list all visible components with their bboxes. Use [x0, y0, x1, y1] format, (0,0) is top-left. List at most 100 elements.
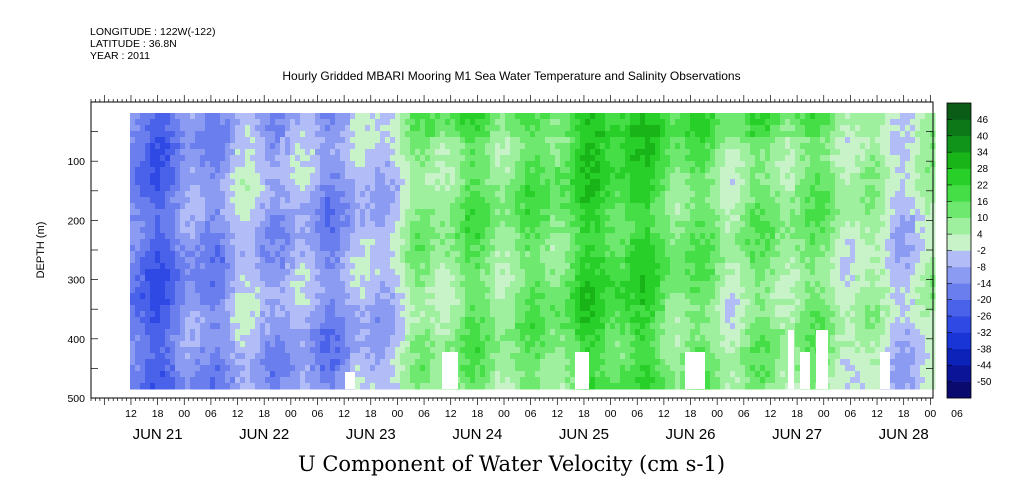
- heatmap-cell: [505, 365, 511, 372]
- heatmap-cell: [370, 335, 376, 342]
- heatmap-cell: [200, 323, 206, 330]
- heatmap-cell: [205, 173, 211, 180]
- heatmap-cell: [440, 209, 446, 216]
- heatmap-cell: [455, 221, 461, 228]
- heatmap-cell: [190, 125, 196, 132]
- heatmap-cell: [490, 305, 496, 312]
- heatmap-cell: [185, 329, 191, 336]
- heatmap-cell: [370, 359, 376, 366]
- heatmap-cell: [175, 137, 181, 144]
- heatmap-cell: [505, 317, 511, 324]
- heatmap-cell: [345, 293, 351, 300]
- heatmap-cell: [585, 293, 591, 300]
- heatmap-cell: [275, 353, 281, 360]
- heatmap-cell: [285, 263, 291, 270]
- heatmap-cell: [575, 197, 581, 204]
- heatmap-cell: [405, 179, 411, 186]
- heatmap-cell: [225, 143, 231, 150]
- heatmap-cell: [160, 371, 166, 378]
- heatmap-cell: [295, 353, 301, 360]
- heatmap-cell: [565, 233, 571, 240]
- heatmap-cell: [165, 323, 171, 330]
- heatmap-cell: [305, 191, 311, 198]
- heatmap-cell: [610, 215, 616, 222]
- heatmap-cell: [280, 149, 286, 156]
- heatmap-cell: [305, 167, 311, 174]
- heatmap-cell: [185, 341, 191, 348]
- heatmap-cell: [490, 347, 496, 354]
- heatmap-cell: [605, 125, 611, 132]
- heatmap-cell: [395, 365, 401, 372]
- heatmap-cell: [590, 275, 596, 282]
- heatmap-cell: [605, 251, 611, 258]
- heatmap-cell: [475, 383, 481, 390]
- heatmap-cell: [670, 185, 676, 192]
- heatmap-cell: [615, 365, 621, 372]
- heatmap-cell: [495, 245, 501, 252]
- heatmap-cell: [270, 305, 276, 312]
- heatmap-cell: [190, 197, 196, 204]
- heatmap-cell: [190, 335, 196, 342]
- heatmap-cell: [320, 191, 326, 198]
- heatmap-cell: [310, 233, 316, 240]
- heatmap-cell: [615, 203, 621, 210]
- heatmap-cell: [500, 149, 506, 156]
- heatmap-cell: [160, 131, 166, 138]
- heatmap-cell: [190, 257, 196, 264]
- heatmap-cell: [185, 305, 191, 312]
- heatmap-cell: [250, 155, 256, 162]
- heatmap-cell: [660, 293, 666, 300]
- heatmap-cell: [330, 155, 336, 162]
- heatmap-cell: [475, 329, 481, 336]
- heatmap-cell: [280, 371, 286, 378]
- heatmap-cell: [660, 143, 666, 150]
- heatmap-cell: [135, 335, 141, 342]
- heatmap-cell: [445, 287, 451, 294]
- heatmap-cell: [200, 275, 206, 282]
- heatmap-cell: [545, 215, 551, 222]
- heatmap-cell: [505, 245, 511, 252]
- heatmap-cell: [250, 203, 256, 210]
- heatmap-cell: [255, 233, 261, 240]
- heatmap-cell: [195, 203, 201, 210]
- heatmap-cell: [340, 383, 346, 390]
- heatmap-cell: [505, 191, 511, 198]
- heatmap-cell: [410, 377, 416, 384]
- heatmap-cell: [555, 203, 561, 210]
- heatmap-cell: [400, 323, 406, 330]
- heatmap-cell: [260, 167, 266, 174]
- heatmap-cell: [490, 383, 496, 390]
- heatmap-cell: [215, 293, 221, 300]
- heatmap-cell: [590, 173, 596, 180]
- heatmap-cell: [150, 383, 156, 390]
- heatmap-cell: [370, 251, 376, 258]
- heatmap-cell: [420, 233, 426, 240]
- heatmap-cell: [285, 317, 291, 324]
- heatmap-cell: [280, 167, 286, 174]
- heatmap-cell: [525, 245, 531, 252]
- heatmap-cell: [460, 377, 466, 384]
- heatmap-cell: [160, 155, 166, 162]
- heatmap-cell: [585, 299, 591, 306]
- heatmap-cell: [370, 197, 376, 204]
- heatmap-cell: [525, 143, 531, 150]
- heatmap-cell: [335, 287, 341, 294]
- heatmap-cell: [185, 197, 191, 204]
- heatmap-cell: [175, 251, 181, 258]
- heatmap-cell: [215, 131, 221, 138]
- heatmap-cell: [170, 269, 176, 276]
- heatmap-cell: [355, 245, 361, 252]
- heatmap-cell: [320, 209, 326, 216]
- heatmap-cell: [635, 329, 641, 336]
- heatmap-cell: [225, 191, 231, 198]
- heatmap-cell: [550, 269, 556, 276]
- heatmap-cell: [395, 209, 401, 216]
- heatmap-cell: [630, 281, 636, 288]
- heatmap-cell: [375, 161, 381, 168]
- heatmap-cell: [210, 113, 216, 120]
- heatmap-cell: [295, 125, 301, 132]
- heatmap-cell: [235, 245, 241, 252]
- heatmap-cell: [340, 323, 346, 330]
- heatmap-cell: [190, 191, 196, 198]
- heatmap-cell: [290, 329, 296, 336]
